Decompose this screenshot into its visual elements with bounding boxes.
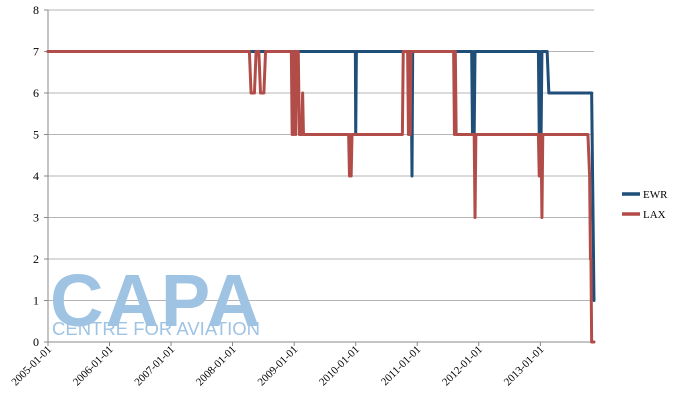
legend-label-ewr: EWR (643, 189, 668, 201)
x-tick-label: 2013-01-01 (502, 344, 547, 389)
x-tick-label: 2006-01-01 (71, 344, 116, 389)
legend-label-lax: LAX (643, 209, 666, 221)
y-tick-label: 2 (33, 252, 39, 266)
watermark-logo-text: CAPA (50, 259, 262, 342)
capa-watermark: CAPA CENTRE FOR AVIATION (50, 259, 262, 342)
x-tick-label: 2010-01-01 (317, 344, 362, 389)
y-tick-label: 7 (33, 45, 39, 59)
watermark-tagline: CENTRE FOR AVIATION (52, 318, 260, 339)
legend: EWR LAX (622, 189, 668, 221)
y-tick-label: 3 (33, 211, 39, 225)
x-tick-label: 2007-01-01 (132, 344, 177, 389)
y-tick-label: 0 (33, 335, 39, 349)
x-tick-label: 2011-01-01 (379, 344, 423, 388)
x-tick-label: 2008-01-01 (194, 344, 239, 389)
y-tick-label: 8 (33, 3, 39, 17)
y-tick-label: 4 (33, 169, 39, 183)
series-line-lax (46, 50, 596, 344)
y-tick-label: 5 (33, 128, 39, 142)
y-tick-label: 1 (33, 294, 39, 308)
series-lines (46, 50, 596, 344)
y-tick-label: 6 (33, 86, 39, 100)
gridlines (48, 9, 594, 301)
x-tick-label: 2009-01-01 (256, 344, 301, 389)
x-tick-label: 2005-01-01 (9, 344, 54, 389)
x-tick-label: 2012-01-01 (440, 344, 485, 389)
axes (44, 9, 594, 346)
